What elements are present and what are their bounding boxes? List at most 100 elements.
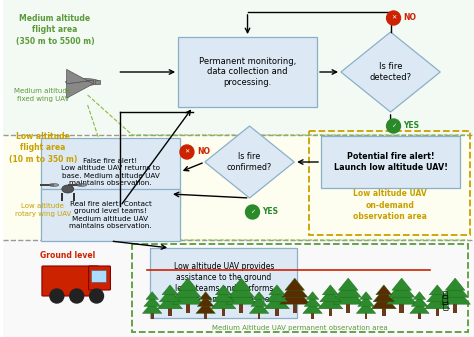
Bar xyxy=(178,37,317,107)
Polygon shape xyxy=(425,295,450,309)
Text: Potential fire alert!
Launch low altitude UAV!: Potential fire alert! Launch low altitud… xyxy=(334,152,447,172)
Polygon shape xyxy=(143,302,162,313)
Circle shape xyxy=(50,289,64,303)
FancyBboxPatch shape xyxy=(89,266,110,290)
Bar xyxy=(40,184,54,186)
Polygon shape xyxy=(173,286,203,304)
Polygon shape xyxy=(253,292,265,299)
Text: Low altitude
flight area
(10 m to 350 m): Low altitude flight area (10 m to 350 m) xyxy=(9,132,77,163)
Text: NO: NO xyxy=(197,148,210,156)
Polygon shape xyxy=(389,282,415,297)
Polygon shape xyxy=(213,289,234,302)
Bar xyxy=(132,244,468,332)
Polygon shape xyxy=(341,32,440,112)
Polygon shape xyxy=(335,282,361,297)
Bar xyxy=(204,312,207,319)
Bar xyxy=(61,193,63,201)
Polygon shape xyxy=(386,286,417,304)
Polygon shape xyxy=(306,292,319,299)
Polygon shape xyxy=(356,302,376,313)
Polygon shape xyxy=(178,278,198,290)
Polygon shape xyxy=(266,289,288,302)
Polygon shape xyxy=(226,286,256,304)
Text: 🔥: 🔥 xyxy=(442,295,448,305)
Bar xyxy=(258,312,261,319)
Polygon shape xyxy=(249,302,269,313)
Polygon shape xyxy=(159,289,181,302)
Text: ✓: ✓ xyxy=(250,210,255,214)
Bar xyxy=(41,138,180,206)
Polygon shape xyxy=(303,302,322,313)
Text: Low altitude UAV provides
assistance to the ground
level teams and performs
post: Low altitude UAV provides assistance to … xyxy=(168,263,280,304)
Polygon shape xyxy=(429,285,446,295)
Bar xyxy=(150,248,297,318)
Bar xyxy=(91,270,107,282)
Polygon shape xyxy=(411,297,428,306)
Circle shape xyxy=(180,145,194,159)
Text: Medium altitude
fixed wing UAV: Medium altitude fixed wing UAV xyxy=(14,88,72,102)
Text: ✕: ✕ xyxy=(391,16,396,21)
Ellipse shape xyxy=(49,184,59,186)
Polygon shape xyxy=(376,285,392,295)
Polygon shape xyxy=(211,295,236,309)
Polygon shape xyxy=(427,289,448,302)
Polygon shape xyxy=(319,289,341,302)
Ellipse shape xyxy=(66,79,100,86)
Bar xyxy=(73,193,75,201)
Text: Medium Altitude UAV permanent observation area: Medium Altitude UAV permanent observatio… xyxy=(212,325,388,331)
Polygon shape xyxy=(371,295,396,309)
Text: ✕: ✕ xyxy=(184,150,190,154)
Text: ✓: ✓ xyxy=(391,123,396,128)
Polygon shape xyxy=(146,292,158,299)
Polygon shape xyxy=(413,292,426,299)
Bar xyxy=(3,135,474,240)
Polygon shape xyxy=(442,282,468,297)
Polygon shape xyxy=(280,286,310,304)
Text: 🔥: 🔥 xyxy=(442,300,448,310)
Polygon shape xyxy=(231,278,251,290)
Polygon shape xyxy=(215,285,231,295)
Text: Permanent monitoring,
data collection and
processing.: Permanent monitoring, data collection an… xyxy=(199,57,296,87)
Bar xyxy=(309,131,470,235)
Text: YES: YES xyxy=(403,122,419,130)
Text: False fire alert!
Low altitude UAV returns to
base. Medium altitude UAV
maintain: False fire alert! Low altitude UAV retur… xyxy=(61,158,160,186)
Polygon shape xyxy=(440,286,470,304)
Polygon shape xyxy=(285,278,305,290)
Bar xyxy=(151,312,154,319)
Text: Is fire
detected?: Is fire detected? xyxy=(370,62,411,82)
Bar xyxy=(321,136,460,188)
Text: Ground level: Ground level xyxy=(40,250,95,259)
Bar xyxy=(418,312,421,319)
Bar xyxy=(222,307,225,316)
Text: Real fire alert! Contact
ground level teams!
Medium altitude UAV
maintains obser: Real fire alert! Contact ground level te… xyxy=(69,201,152,229)
Polygon shape xyxy=(318,295,343,309)
Bar xyxy=(3,0,474,135)
Polygon shape xyxy=(392,278,411,290)
Text: NO: NO xyxy=(403,13,417,23)
Polygon shape xyxy=(228,282,255,297)
Polygon shape xyxy=(304,297,321,306)
Bar xyxy=(275,307,279,316)
Polygon shape xyxy=(322,285,338,295)
Text: Low altitude
rotary wing UAV: Low altitude rotary wing UAV xyxy=(15,203,71,217)
Text: Medium altitude
flight area
(350 m to 5500 m): Medium altitude flight area (350 m to 55… xyxy=(16,14,94,45)
Bar xyxy=(186,302,190,313)
Polygon shape xyxy=(269,285,285,295)
Polygon shape xyxy=(175,282,201,297)
Polygon shape xyxy=(282,282,308,297)
Polygon shape xyxy=(373,289,394,302)
FancyBboxPatch shape xyxy=(42,266,99,296)
Polygon shape xyxy=(264,295,290,309)
Polygon shape xyxy=(95,80,100,84)
Bar xyxy=(41,189,180,241)
Text: YES: YES xyxy=(263,208,278,216)
Polygon shape xyxy=(205,126,294,198)
Polygon shape xyxy=(66,80,93,98)
Circle shape xyxy=(387,119,401,133)
Ellipse shape xyxy=(77,184,87,186)
Polygon shape xyxy=(410,302,429,313)
Bar xyxy=(168,307,172,316)
Bar xyxy=(292,302,297,313)
Bar xyxy=(365,312,367,319)
Bar xyxy=(311,312,314,319)
